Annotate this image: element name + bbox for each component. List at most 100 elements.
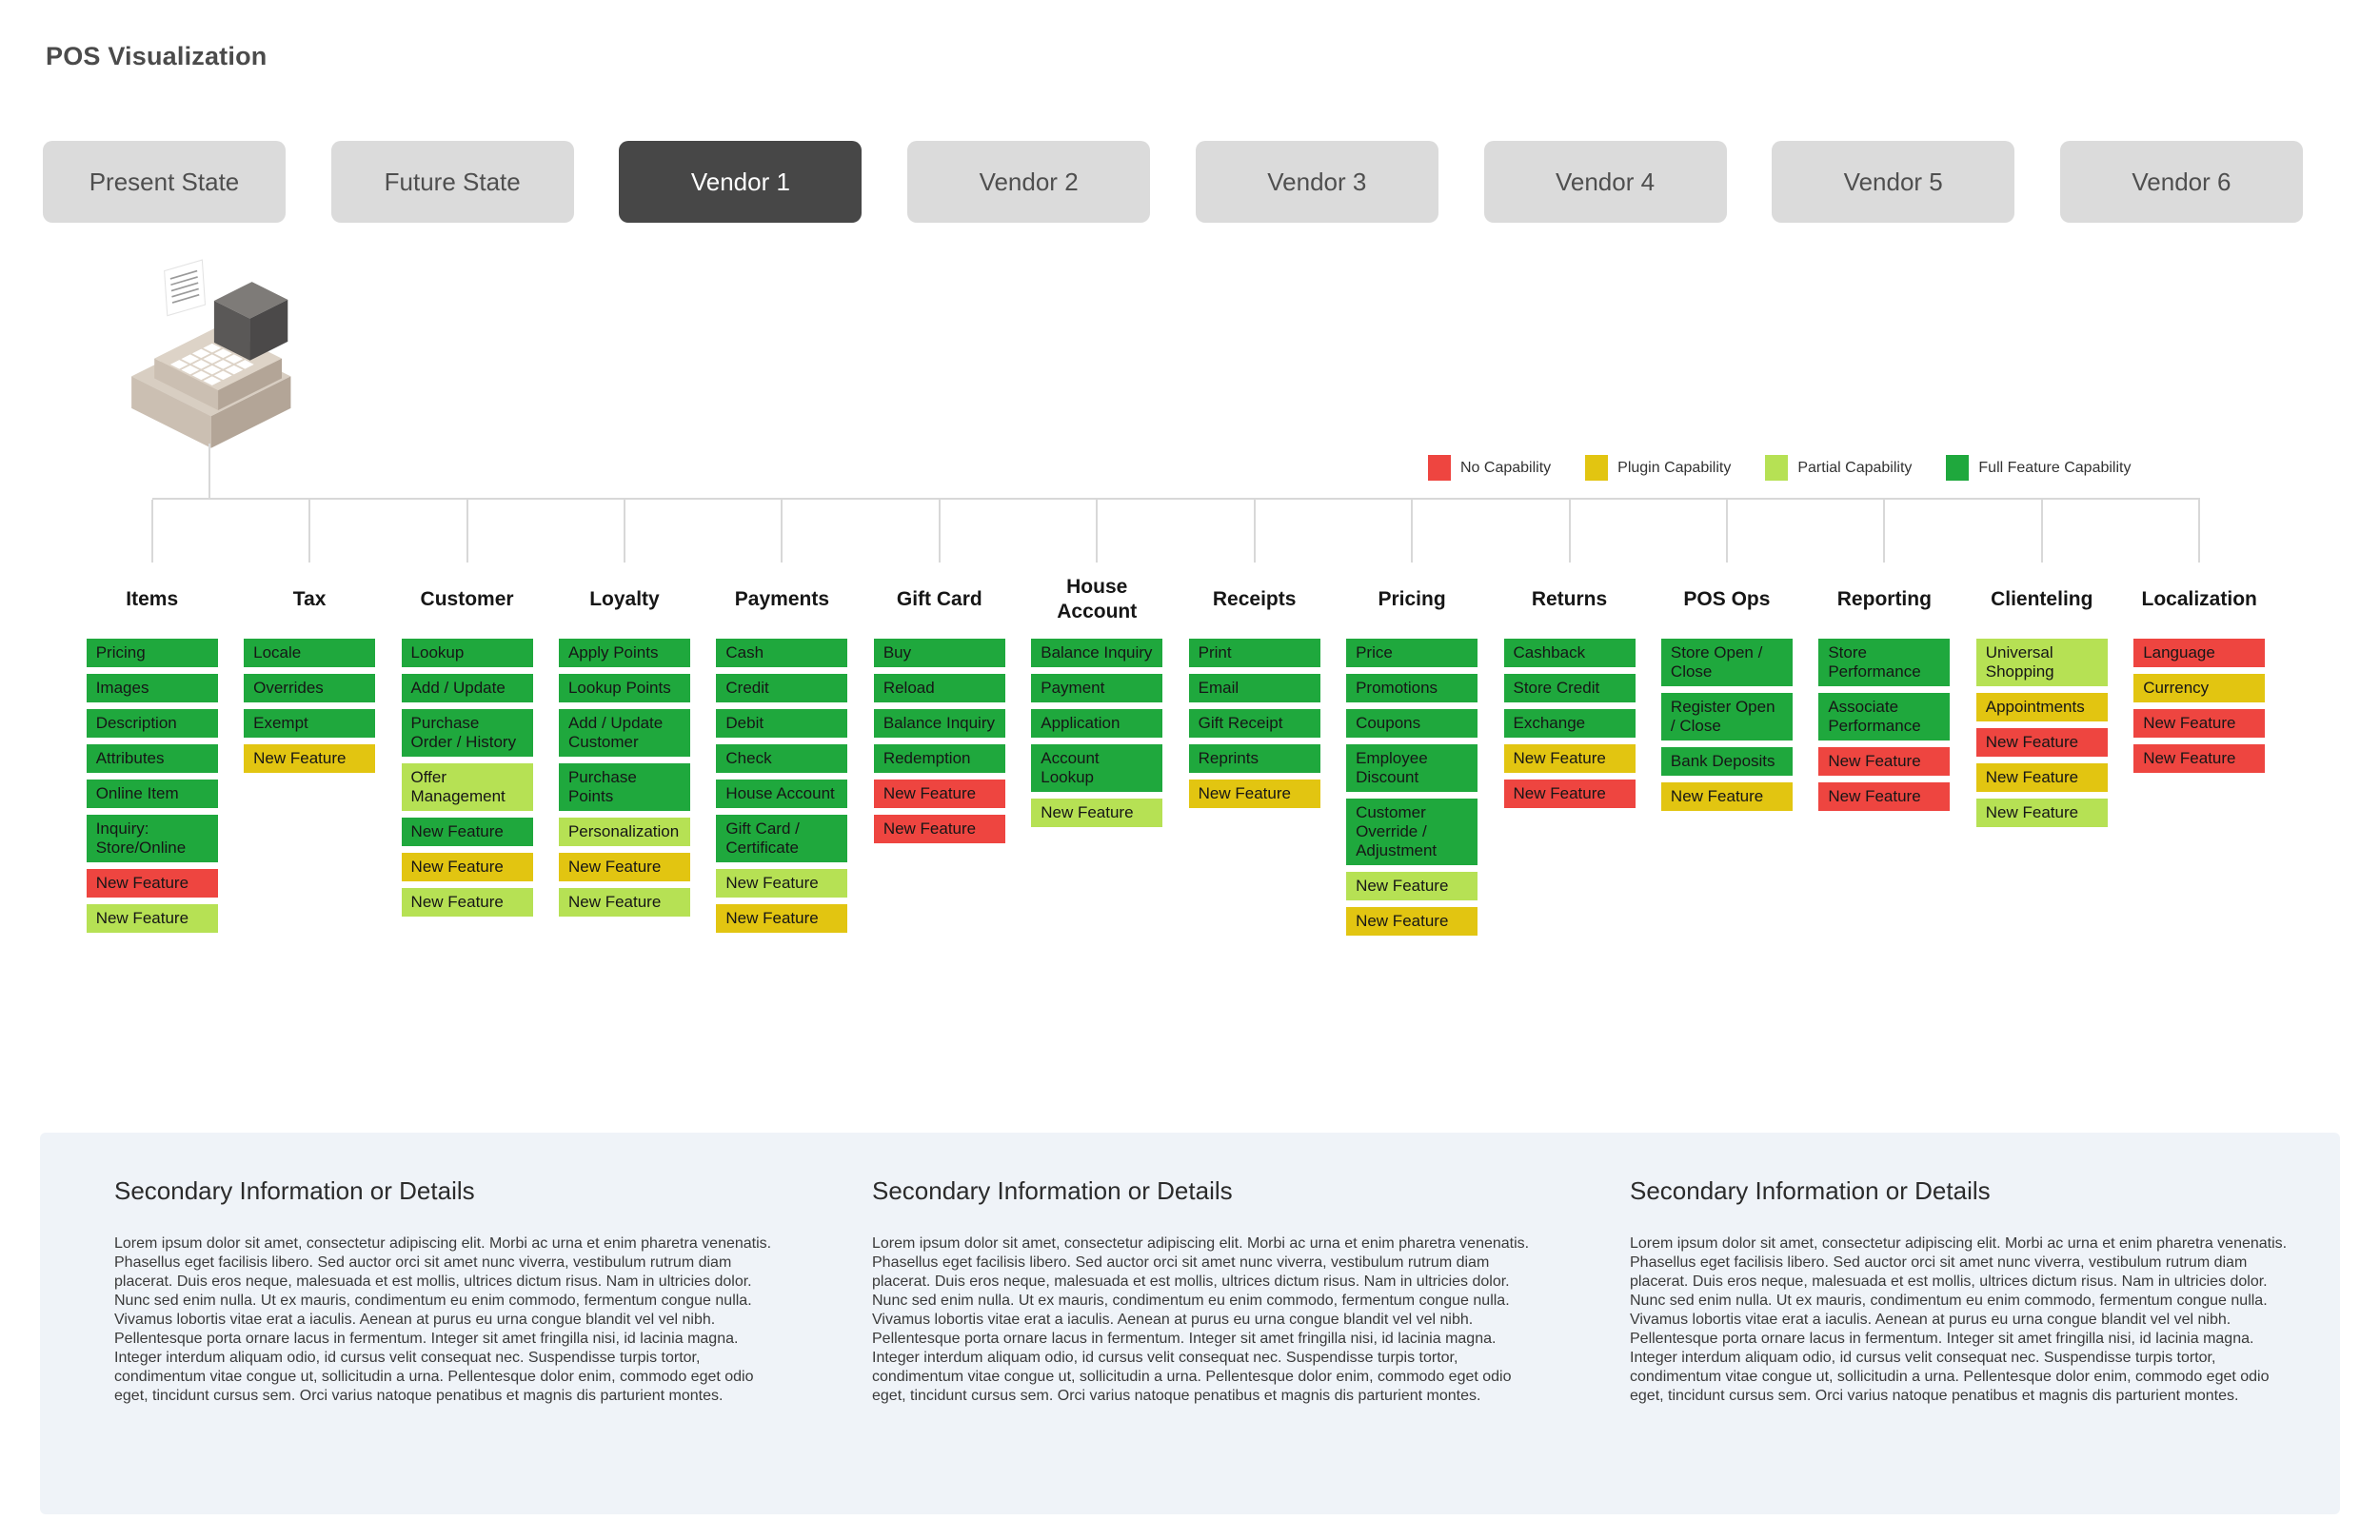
feature-list: Locale Overrides Exempt New Feature — [244, 639, 376, 780]
feature-box-partial: New Feature — [401, 888, 533, 917]
column-header: Items — [126, 587, 179, 610]
legend-label: Full Feature Capability — [1978, 459, 2132, 476]
feature-box-full: Customer Override / Adjustment — [1346, 799, 1478, 865]
register-receipt — [164, 259, 207, 317]
tab-future-state[interactable]: Future State — [330, 141, 574, 223]
feature-box-full: Store Performance — [1818, 639, 1951, 686]
column-pricing: Pricing Price Promotions Coupons Employee Di… — [1333, 500, 1490, 942]
feature-box-full: Overrides — [244, 674, 376, 702]
cash-register-icon — [131, 259, 291, 448]
connector-tick — [938, 500, 941, 563]
column-loyalty: Loyalty Apply Points Lookup Points Add / Up… — [545, 500, 703, 923]
connector-tick — [781, 500, 783, 563]
feature-box-full: Employee Discount — [1346, 744, 1478, 792]
column-header: Receipts — [1212, 587, 1297, 610]
feature-box-none: Language — [2133, 639, 2266, 667]
feature-box-plugin: New Feature — [401, 853, 533, 881]
legend-item-partial: Partial Capability — [1765, 455, 1912, 481]
column-items: Items Pricing Images Description Attributes O… — [73, 500, 230, 939]
column-header: Clienteling — [1991, 587, 2093, 610]
feature-box-full: Gift Card / Certificate — [716, 815, 848, 862]
legend-label: Plugin Capability — [1617, 459, 1732, 476]
connector-tick — [466, 500, 468, 563]
column-header: Gift Card — [896, 587, 982, 610]
feature-box-full: Reprints — [1188, 744, 1320, 773]
feature-box-none: New Feature — [1818, 782, 1951, 811]
column-header: Localization — [2141, 587, 2257, 610]
feature-box-full: Exempt — [244, 709, 376, 738]
connector-tick — [308, 500, 311, 563]
connector-tick — [2040, 500, 2043, 563]
feature-box-full: Apply Points — [558, 639, 690, 667]
feature-list: Apply Points Lookup Points Add / Update Cu… — [558, 639, 690, 923]
feature-box-full: Pricing — [86, 639, 218, 667]
column-header: Reporting — [1836, 587, 1932, 610]
feature-list: Cashback Store Credit Exchange New Feature N… — [1503, 639, 1636, 815]
column-customer: Customer Lookup Add / Update Purchase Order… — [388, 500, 545, 923]
feature-box-full: Locale — [244, 639, 376, 667]
feature-box-partial: New Feature — [1346, 872, 1478, 900]
feature-box-full: Reload — [873, 674, 1005, 702]
register-deck-left — [154, 358, 219, 410]
feature-box-full: Register Open / Close — [1660, 693, 1793, 740]
feature-box-full: Add / Update Customer — [558, 709, 690, 757]
plugin-capability-swatch — [1585, 455, 1609, 481]
feature-box-full: Credit — [716, 674, 848, 702]
tab-vendor-6[interactable]: Vendor 6 — [2059, 141, 2303, 223]
feature-box-none: New Feature — [873, 815, 1005, 843]
feature-box-full: Debit — [716, 709, 848, 738]
feature-box-partial: Personalization — [558, 818, 690, 846]
feature-list: Lookup Add / Update Purchase Order / Histo… — [401, 639, 533, 923]
feature-box-full: Buy — [873, 639, 1005, 667]
connector-tick — [1883, 500, 1886, 563]
column-header: Customer — [420, 587, 514, 610]
secondary-panel: Secondary Information or Details Lorem ip… — [40, 1133, 2340, 1514]
tab-present-state[interactable]: Present State — [43, 141, 286, 223]
feature-box-partial: Universal Shopping — [1975, 639, 2108, 686]
feature-box-full: Inquiry: Store/Online — [86, 815, 218, 862]
secondary-heading: Secondary Information or Details — [872, 1176, 1233, 1205]
secondary-section-2: Secondary Information or Details Lorem ip… — [872, 1133, 1538, 1514]
feature-box-full: Store Credit — [1503, 674, 1636, 702]
feature-box-none: New Feature — [86, 869, 218, 898]
feature-list: Store Open / Close Register Open / Close B… — [1660, 639, 1793, 818]
feature-box-full: Add / Update — [401, 674, 533, 702]
feature-box-partial: Offer Management — [401, 763, 533, 811]
connector-tick — [1253, 500, 1256, 563]
feature-box-plugin: New Feature — [558, 853, 690, 881]
feature-list: Store Performance Associate Performance Ne… — [1818, 639, 1951, 818]
feature-box-full: Lookup Points — [558, 674, 690, 702]
legend-item-none: No Capability — [1428, 455, 1551, 481]
tab-vendor-5[interactable]: Vendor 5 — [1772, 141, 2015, 223]
connector-tick — [1096, 500, 1099, 563]
legend-label: Partial Capability — [1797, 459, 1913, 476]
feature-box-full: Bank Deposits — [1660, 747, 1793, 776]
tab-vendor-4[interactable]: Vendor 4 — [1483, 141, 1727, 223]
feature-box-partial: New Feature — [558, 888, 690, 917]
secondary-paragraph: Pellentesque porta ornare lacus in ferme… — [872, 1331, 1512, 1404]
feature-box-full: Description — [86, 709, 218, 738]
connector-tick — [2198, 500, 2201, 563]
feature-box-plugin: New Feature — [716, 904, 848, 933]
secondary-section-1: Secondary Information or Details Lorem ip… — [114, 1133, 781, 1514]
feature-box-none: New Feature — [1818, 747, 1951, 776]
column-header: House Account — [1057, 575, 1138, 622]
feature-box-full: Email — [1188, 674, 1320, 702]
feature-box-full: New Feature — [401, 818, 533, 846]
tab-vendor-3[interactable]: Vendor 3 — [1195, 141, 1438, 223]
feature-box-full: Purchase Order / History — [401, 709, 533, 757]
feature-list: Balance Inquiry Payment Application Account… — [1031, 639, 1163, 834]
feature-box-plugin: New Feature — [1188, 780, 1320, 808]
feature-box-full: Payment — [1031, 674, 1163, 702]
capability-legend: No Capability Plugin Capability Partial Ca… — [1428, 455, 2131, 481]
column-header: Pricing — [1378, 587, 1446, 610]
tab-bar: Present State Future State Vendor 1 Vendor … — [43, 141, 2303, 223]
feature-box-full: Check — [716, 744, 848, 773]
tab-vendor-2[interactable]: Vendor 2 — [907, 141, 1151, 223]
legend-item-full: Full Feature Capability — [1946, 455, 2131, 481]
feature-box-plugin: New Feature — [244, 744, 376, 773]
register-deck-right — [218, 358, 282, 410]
connector-tick — [1411, 500, 1414, 563]
tab-vendor-1[interactable]: Vendor 1 — [619, 141, 863, 223]
register-base-left — [131, 376, 211, 448]
